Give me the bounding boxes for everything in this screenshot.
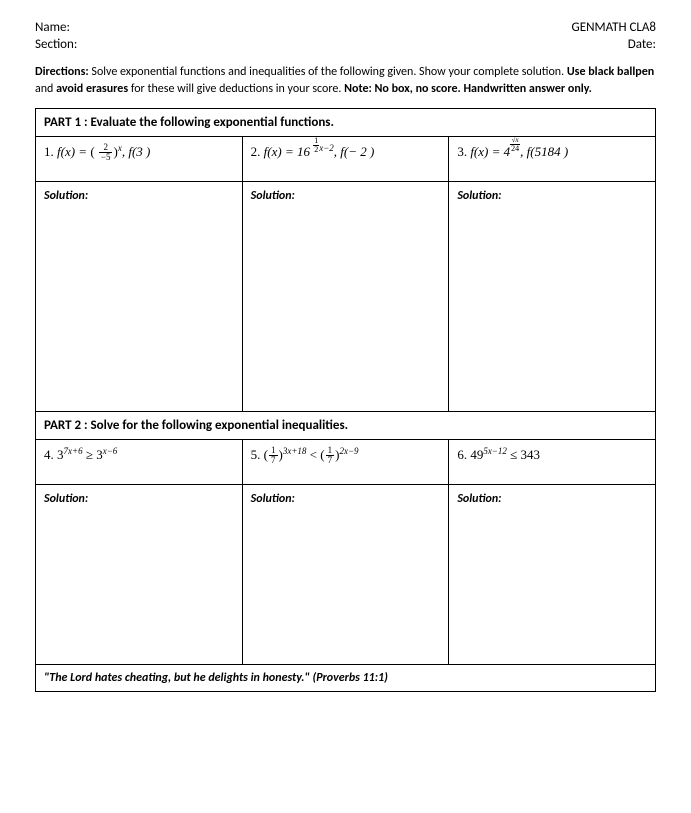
problem-6: 6. 495x−12 ≤ 343 (449, 439, 656, 484)
solution-cell-2[interactable]: Solution: (242, 181, 449, 411)
header-row-1: Name: GENMATH CLA8 (35, 20, 656, 35)
solution-label: Solution: (44, 189, 88, 203)
header-row-2: Section: Date: (35, 37, 656, 52)
problem-2: 2. f(x) = 16 12x−2, f(− 2 ) (242, 136, 449, 181)
solution-cell-6[interactable]: Solution: (449, 484, 656, 664)
solution-label: Solution: (457, 189, 501, 203)
solution-label: Solution: (251, 189, 295, 203)
section-label[interactable]: Section: (35, 37, 77, 52)
problem-5: 5. (17)3x+18 < (17)2x−9 (242, 439, 449, 484)
solution-label: Solution: (251, 492, 295, 506)
part1-header: PART 1 : Evaluate the following exponent… (36, 108, 656, 136)
problem-3: 3. f(x) = 4√x24, f(5184 ) (449, 136, 656, 181)
name-label[interactable]: Name: (35, 20, 70, 35)
directions-prefix: Directions: (35, 65, 89, 79)
solution-cell-3[interactable]: Solution: (449, 181, 656, 411)
course-code: GENMATH CLA8 (572, 20, 656, 35)
part2-header: PART 2 : Solve for the following exponen… (36, 411, 656, 439)
date-label[interactable]: Date: (628, 37, 656, 52)
fraction: 2 −5 (99, 143, 113, 162)
directions-text: Directions: Solve exponential functions … (35, 64, 656, 98)
solution-label: Solution: (44, 492, 88, 506)
problem-1: 1. f(x) = ( 2 −5 )x, f(3 ) (36, 136, 243, 181)
solution-cell-1[interactable]: Solution: (36, 181, 243, 411)
solution-cell-4[interactable]: Solution: (36, 484, 243, 664)
worksheet-table: PART 1 : Evaluate the following exponent… (35, 108, 656, 692)
solution-label: Solution: (457, 492, 501, 506)
solution-cell-5[interactable]: Solution: (242, 484, 449, 664)
problem-4: 4. 37x+6 ≥ 3x−6 (36, 439, 243, 484)
footer-quote: "The Lord hates cheating, but he delight… (36, 664, 656, 691)
